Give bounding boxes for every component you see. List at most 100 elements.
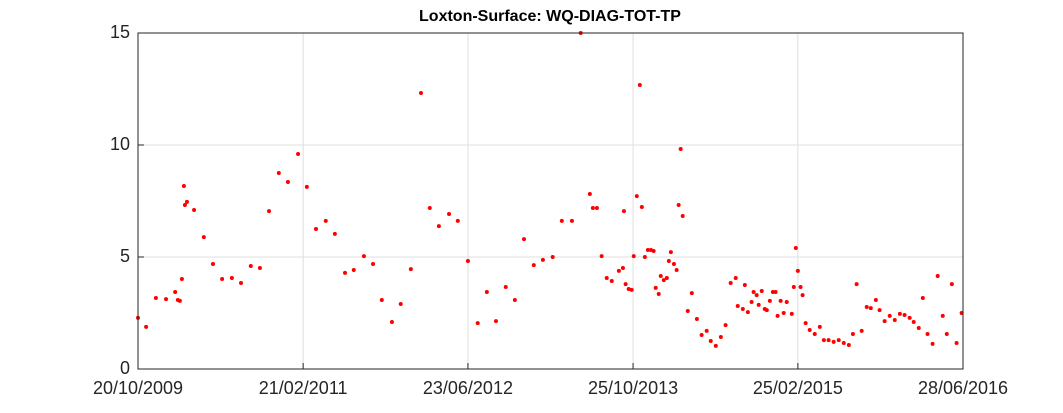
point — [773, 289, 778, 294]
point — [389, 319, 394, 324]
point — [569, 218, 574, 223]
point — [220, 276, 225, 281]
point — [664, 276, 669, 281]
point — [759, 289, 764, 294]
point — [781, 311, 786, 315]
point — [791, 285, 796, 290]
point — [276, 171, 281, 175]
x-tick-label: 28/06/2016 — [918, 378, 1008, 398]
point — [493, 319, 498, 324]
y-tick-label: 0 — [120, 358, 130, 378]
point — [671, 261, 676, 266]
point — [427, 205, 432, 210]
point — [751, 289, 756, 294]
point — [599, 254, 604, 259]
point — [821, 338, 826, 343]
point — [550, 255, 555, 259]
point — [764, 308, 769, 313]
point — [930, 341, 935, 346]
point — [882, 319, 887, 324]
point — [620, 265, 625, 270]
point — [590, 205, 595, 210]
point — [371, 261, 376, 266]
point — [447, 211, 452, 216]
point — [285, 179, 290, 184]
point — [418, 91, 423, 96]
point — [793, 246, 798, 251]
point — [656, 291, 661, 296]
point — [639, 205, 644, 210]
point — [685, 308, 690, 313]
point — [902, 313, 907, 318]
point — [173, 289, 178, 294]
y-tick-label: 10 — [110, 134, 130, 154]
point — [911, 319, 916, 324]
point — [153, 295, 158, 300]
point — [343, 270, 348, 275]
point — [629, 287, 634, 292]
point — [944, 332, 949, 337]
point — [182, 203, 187, 208]
point — [854, 282, 859, 287]
point — [248, 263, 253, 268]
point — [177, 298, 182, 303]
point — [831, 339, 836, 344]
point — [559, 218, 564, 223]
point — [465, 259, 470, 264]
point — [229, 276, 234, 281]
x-tick-label: 20/10/2009 — [93, 378, 183, 398]
point — [916, 326, 921, 331]
point — [745, 310, 750, 315]
point — [540, 257, 545, 262]
plot-frame — [137, 32, 964, 370]
point — [304, 184, 309, 189]
point — [484, 289, 489, 294]
point — [754, 293, 759, 298]
point — [803, 321, 808, 326]
point — [179, 276, 184, 281]
y-tick-label: 15 — [110, 22, 130, 42]
point — [778, 298, 783, 303]
point — [144, 324, 149, 329]
point — [361, 254, 366, 259]
point — [694, 317, 699, 322]
point — [795, 268, 800, 273]
point — [897, 311, 902, 316]
point — [257, 265, 262, 270]
point — [850, 332, 855, 337]
point — [642, 255, 647, 259]
point — [658, 274, 663, 279]
point — [756, 302, 761, 307]
chart-title: Loxton-Surface: WQ-DIAG-TOT-TP — [419, 8, 681, 25]
point — [521, 237, 526, 242]
point — [674, 267, 679, 272]
point — [313, 227, 318, 231]
y-tick-label: 5 — [120, 246, 130, 266]
point — [634, 194, 639, 199]
point — [892, 317, 897, 322]
point — [666, 259, 671, 264]
point — [210, 261, 215, 266]
point — [689, 291, 694, 296]
point — [164, 297, 169, 302]
point — [940, 313, 945, 318]
point — [728, 280, 733, 285]
point — [920, 295, 925, 300]
point — [626, 287, 631, 292]
point — [877, 308, 882, 313]
point — [800, 293, 805, 298]
point — [846, 343, 851, 348]
point — [323, 218, 328, 223]
point — [887, 313, 892, 318]
point — [587, 192, 592, 197]
point — [812, 332, 817, 337]
point — [379, 298, 384, 303]
point — [718, 334, 723, 339]
point — [503, 285, 508, 290]
point — [192, 207, 197, 212]
point — [767, 298, 772, 303]
point — [184, 199, 189, 204]
point — [859, 328, 864, 333]
point — [351, 267, 356, 272]
